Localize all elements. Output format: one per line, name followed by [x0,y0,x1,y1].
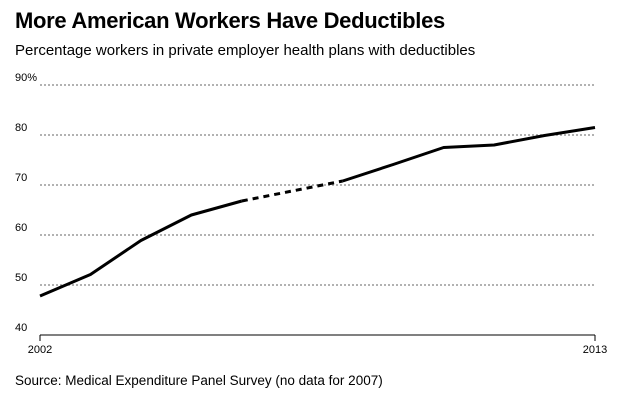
source-note: Source: Medical Expenditure Panel Survey… [15,373,383,388]
series-line [342,126,596,183]
y-tick-label: 90% [15,72,37,84]
y-tick-label: 70 [15,172,27,184]
x-tick-label: 2002 [28,344,52,356]
series-line-gap-dashed [241,179,344,203]
chart-subtitle: Percentage workers in private employer h… [15,42,476,59]
y-tick-label: 80 [15,122,27,134]
y-tick-label: 60 [15,222,27,234]
chart-title: More American Workers Have Deductibles [15,8,445,33]
x-tick-label: 2013 [583,344,607,356]
y-tick-label: 50 [15,272,27,284]
series-line [39,199,243,298]
y-tick-label: 40 [15,322,27,334]
